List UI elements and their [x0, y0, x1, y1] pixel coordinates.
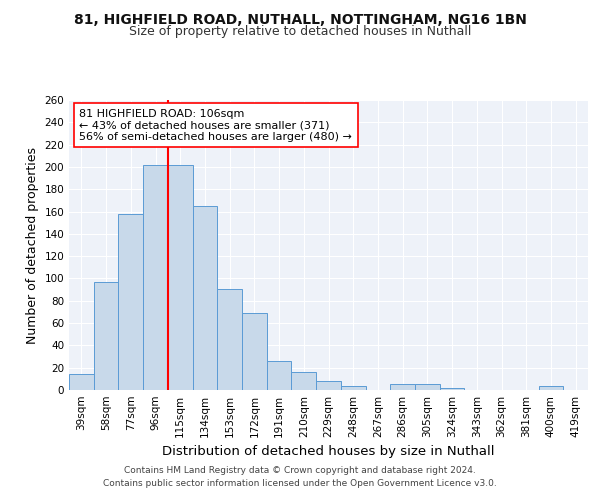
Bar [168, 164, 193, 390]
Bar [242, 313, 267, 390]
Text: 81 HIGHFIELD ROAD: 106sqm
← 43% of detached houses are smaller (371)
56% of semi: 81 HIGHFIELD ROAD: 106sqm ← 43% of detac… [79, 108, 352, 142]
Bar [69, 374, 94, 390]
Bar [193, 206, 217, 390]
Bar [118, 214, 143, 390]
Y-axis label: Number of detached properties: Number of detached properties [26, 146, 39, 344]
Bar [341, 386, 365, 390]
Bar [415, 384, 440, 390]
Bar [316, 381, 341, 390]
Bar [267, 361, 292, 390]
Bar [539, 386, 563, 390]
X-axis label: Distribution of detached houses by size in Nuthall: Distribution of detached houses by size … [162, 446, 495, 458]
Text: Contains HM Land Registry data © Crown copyright and database right 2024.
Contai: Contains HM Land Registry data © Crown c… [103, 466, 497, 487]
Text: Size of property relative to detached houses in Nuthall: Size of property relative to detached ho… [129, 25, 471, 38]
Text: 81, HIGHFIELD ROAD, NUTHALL, NOTTINGHAM, NG16 1BN: 81, HIGHFIELD ROAD, NUTHALL, NOTTINGHAM,… [74, 12, 526, 26]
Bar [390, 384, 415, 390]
Bar [292, 372, 316, 390]
Bar [440, 388, 464, 390]
Bar [94, 282, 118, 390]
Bar [217, 288, 242, 390]
Bar [143, 164, 168, 390]
